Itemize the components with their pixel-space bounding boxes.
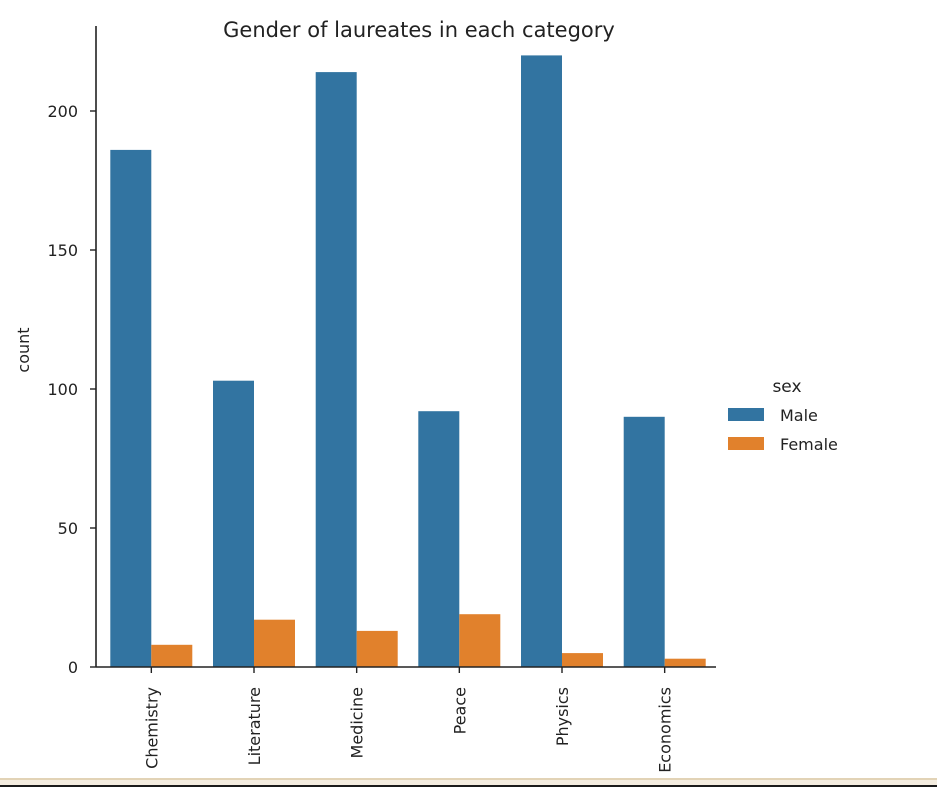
bar-male-chemistry (110, 149, 152, 667)
bars-layer (110, 55, 706, 668)
chart-title: Gender of laureates in each category (223, 18, 615, 42)
x-tick-label: Economics (656, 687, 675, 773)
bar-male-literature (213, 380, 254, 667)
x-tick-label: Medicine (348, 687, 367, 758)
legend: sex Male Female (728, 377, 838, 454)
bar-male-peace (418, 411, 460, 667)
legend-label-female: Female (780, 435, 838, 454)
legend-swatch-female (728, 437, 764, 450)
x-axis: Chemistry Literature Medicine Peace Physics E… (142, 667, 675, 773)
legend-swatch-male (728, 408, 764, 421)
x-tick-label: Chemistry (142, 687, 161, 769)
y-tick-label: 0 (68, 658, 78, 677)
bar-male-medicine (315, 72, 357, 668)
window-bottom-edge (0, 778, 937, 787)
bar-female-medicine (356, 630, 398, 667)
bar-female-chemistry (151, 644, 193, 667)
bar-female-economics (664, 658, 706, 667)
y-tick-label: 200 (47, 102, 78, 121)
bar-male-economics (623, 416, 665, 667)
legend-label-male: Male (780, 406, 818, 425)
y-axis: 0 50 100 150 200 (47, 102, 96, 677)
x-tick-label: Peace (450, 687, 469, 734)
y-axis-label: count (14, 327, 33, 372)
bar-female-peace (459, 614, 501, 667)
y-tick-label: 50 (58, 519, 78, 538)
y-tick-label: 150 (47, 241, 78, 260)
legend-title: sex (772, 377, 801, 397)
y-tick-label: 100 (47, 380, 78, 399)
bar-male-physics (521, 55, 562, 667)
bar-female-literature (254, 619, 295, 667)
window-bottom-border (0, 785, 937, 787)
x-tick-label: Literature (245, 687, 264, 765)
bar-female-physics (562, 653, 603, 667)
x-tick-label: Physics (553, 687, 572, 746)
